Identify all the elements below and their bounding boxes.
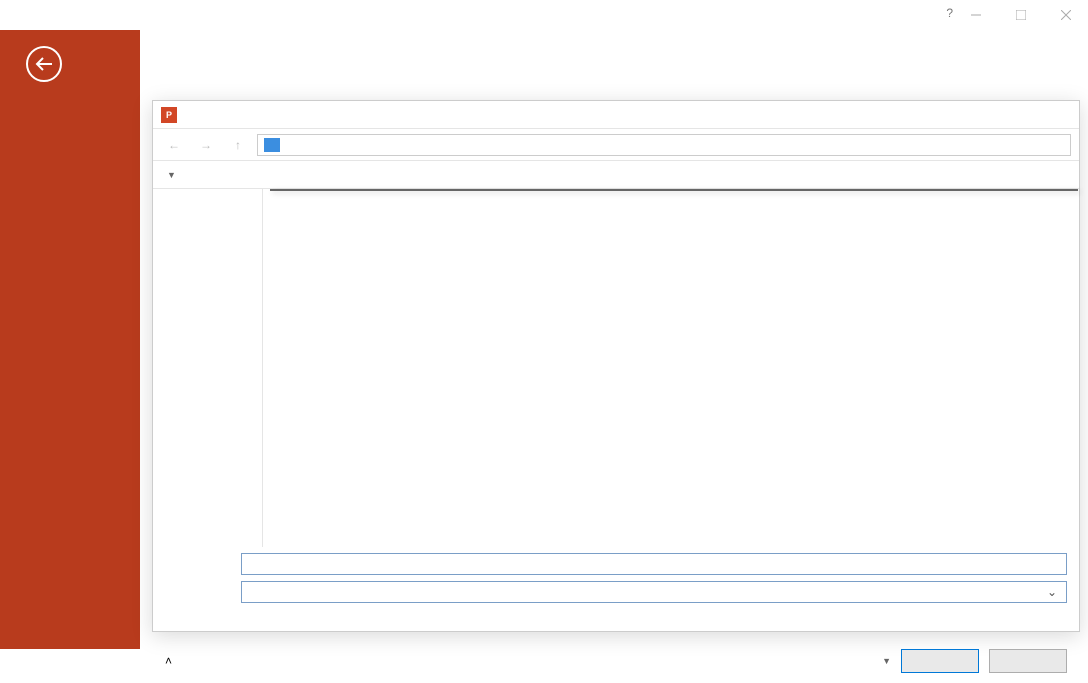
window-controls bbox=[953, 0, 1088, 30]
chevron-up-icon: ˄ bbox=[165, 654, 172, 668]
minimize-button[interactable] bbox=[953, 0, 998, 30]
breadcrumb[interactable] bbox=[257, 134, 1071, 156]
close-button[interactable] bbox=[1043, 0, 1088, 30]
save-as-dialog: P ← → ↑ ▼ bbox=[152, 100, 1080, 632]
nav-forward-icon[interactable]: → bbox=[193, 133, 219, 157]
cancel-button[interactable] bbox=[989, 649, 1067, 673]
filetype-dropdown[interactable] bbox=[270, 189, 1078, 191]
chevron-down-icon: ⌄ bbox=[1044, 585, 1060, 599]
organize-button[interactable]: ▼ bbox=[163, 170, 176, 180]
app-titlebar: ? bbox=[0, 0, 1088, 30]
dialog-titlebar: P bbox=[153, 101, 1079, 129]
dialog-toolbar: ▼ bbox=[153, 161, 1079, 189]
backstage-sidebar bbox=[0, 30, 140, 649]
maximize-button[interactable] bbox=[998, 0, 1043, 30]
help-icon[interactable]: ? bbox=[946, 6, 953, 20]
dialog-nav: ← → ↑ bbox=[153, 129, 1079, 161]
dialog-body bbox=[153, 189, 1079, 547]
filetype-combo[interactable]: ⌄ bbox=[241, 581, 1067, 603]
tools-menu[interactable]: ▼ bbox=[878, 656, 891, 666]
dialog-footer: ˄ ▼ bbox=[153, 649, 1079, 683]
powerpoint-icon: P bbox=[161, 107, 177, 123]
backstage-content: P ← → ↑ ▼ bbox=[140, 30, 1088, 649]
nav-up-icon[interactable]: ↑ bbox=[225, 133, 251, 157]
nav-back-icon[interactable]: ← bbox=[161, 133, 187, 157]
filename-input[interactable] bbox=[241, 553, 1067, 575]
save-button[interactable] bbox=[901, 649, 979, 673]
meta-row bbox=[165, 609, 1067, 639]
hide-folders-toggle[interactable]: ˄ bbox=[165, 654, 178, 668]
sidebar-item-account[interactable] bbox=[0, 148, 140, 166]
folder-tree[interactable] bbox=[153, 189, 263, 547]
sidebar-item-options[interactable] bbox=[0, 166, 140, 184]
back-button[interactable] bbox=[26, 46, 62, 82]
folder-icon bbox=[264, 138, 280, 152]
dialog-bottom: ⌄ bbox=[153, 547, 1079, 649]
